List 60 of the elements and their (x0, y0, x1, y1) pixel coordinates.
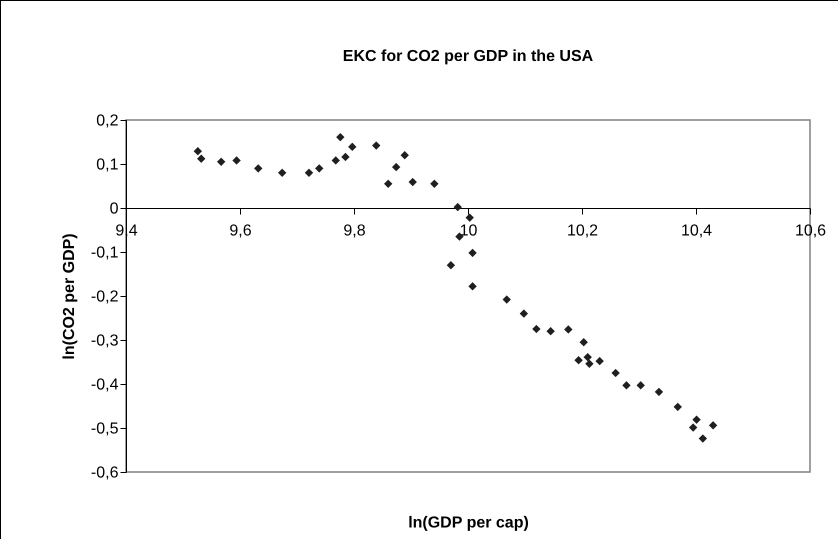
y-tick-label: 0,2 (96, 112, 119, 130)
point (546, 327, 555, 336)
point (611, 368, 620, 378)
point (454, 202, 462, 212)
point (197, 154, 206, 163)
point (408, 178, 417, 186)
point (304, 168, 314, 177)
x-tick-label: 10 (460, 222, 478, 240)
point (315, 164, 324, 173)
y-axis-title: ln(CO2 per GDP) (60, 233, 78, 360)
point (348, 142, 356, 152)
point (564, 325, 573, 334)
point (532, 324, 541, 334)
point (232, 156, 241, 165)
point (278, 168, 286, 177)
point (446, 261, 456, 270)
point (654, 388, 664, 396)
chart-title: EKC for CO2 per GDP in the USA (342, 48, 594, 65)
point (584, 352, 592, 362)
point (595, 356, 604, 366)
y-tick-label: -0,3 (90, 332, 119, 350)
point (336, 132, 345, 142)
point (622, 381, 631, 390)
point (254, 164, 262, 173)
point (502, 295, 511, 304)
y-tick-label: -0,1 (90, 244, 119, 262)
x-tick-label: 10,4 (680, 222, 712, 240)
point (468, 282, 477, 291)
point (332, 156, 340, 165)
y-tick-label: 0,1 (96, 156, 119, 174)
point (692, 415, 701, 424)
point (372, 141, 380, 150)
point (574, 356, 583, 364)
point (466, 213, 474, 222)
point (688, 423, 698, 432)
point (698, 434, 708, 443)
y-tick-label: -0,6 (90, 464, 119, 482)
x-tick-label: 9,8 (343, 222, 366, 240)
x-tick-label: 10,6 (794, 222, 826, 240)
point (520, 309, 528, 318)
y-tick-label: -0,2 (90, 288, 119, 306)
x-axis-title: ln(GDP per cap) (408, 514, 529, 532)
y-tick-label: -0,4 (90, 376, 119, 394)
point (400, 151, 409, 160)
point (580, 338, 588, 346)
point (384, 180, 392, 188)
point (708, 421, 718, 430)
y-tick-label: -0,5 (90, 420, 119, 438)
point (430, 180, 439, 188)
point (217, 158, 226, 166)
x-tick-label: 10,2 (566, 222, 598, 240)
point (636, 381, 645, 390)
point (585, 360, 594, 368)
point (194, 147, 202, 156)
point (392, 162, 400, 172)
x-tick-label: 9,6 (229, 222, 252, 240)
point (341, 152, 350, 162)
y-tick-label: 0 (110, 200, 119, 218)
point (674, 402, 682, 412)
point (468, 248, 477, 258)
